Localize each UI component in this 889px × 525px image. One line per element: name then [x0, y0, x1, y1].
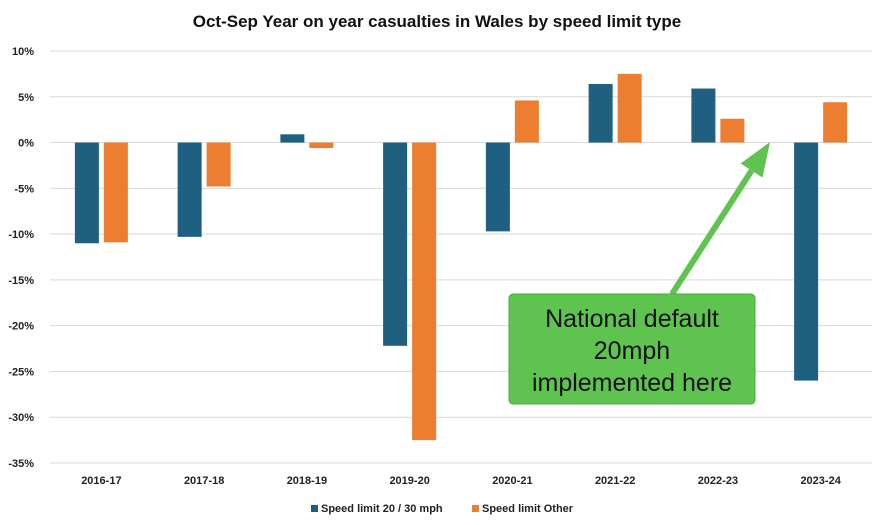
- y-axis-ticks: 10% 5% 0% -5% -10% -15% -20% -25% -30% -35%: [8, 46, 34, 470]
- x-tick-label: 2019-20: [389, 475, 429, 487]
- bar-speed-20-30-2017-18: [177, 142, 202, 237]
- x-tick-label: 2016-17: [81, 475, 121, 487]
- x-tick-label: 2023-24: [800, 475, 841, 487]
- bar-speed-other-2020-21: [514, 100, 539, 143]
- x-axis-ticks: 2016-17 2017-18 2018-19 2019-20 2020-21 2021-…: [81, 475, 842, 487]
- bar-speed-20-30-2018-19: [280, 134, 305, 143]
- y-tick-label: 0%: [18, 138, 34, 150]
- y-tick-label: 10%: [12, 46, 34, 58]
- annotation-callout: National default 20mph implemented here: [508, 142, 770, 405]
- bar-speed-other-2018-19: [309, 142, 334, 149]
- annotation-box: [508, 293, 756, 405]
- x-tick-label: 2022-23: [698, 475, 738, 487]
- y-tick-label: 5%: [18, 92, 34, 104]
- annotation-arrow-shaft: [669, 168, 755, 296]
- legend-swatch: [311, 505, 318, 512]
- legend-swatch: [472, 505, 479, 512]
- bar-speed-other-2016-17: [103, 142, 128, 243]
- legend: Speed limit 20 / 30 mph Speed limit Other: [311, 503, 574, 515]
- y-tick-label: -15%: [8, 275, 34, 287]
- bar-speed-20-30-2021-22: [588, 83, 613, 143]
- chart-title: Oct-Sep Year on year casualties in Wales…: [193, 12, 681, 31]
- legend-label: Speed limit 20 / 30 mph: [321, 503, 443, 515]
- x-tick-label: 2017-18: [184, 475, 224, 487]
- annotation-text-line: implemented here: [532, 369, 732, 397]
- bar-speed-other-2017-18: [206, 142, 231, 187]
- x-tick-label: 2021-22: [595, 475, 635, 487]
- bar-speed-20-30-2023-24: [794, 142, 819, 381]
- y-tick-label: -20%: [8, 321, 34, 333]
- bar-speed-20-30-2020-21: [485, 142, 510, 232]
- y-tick-label: -5%: [14, 183, 34, 195]
- y-tick-label: -25%: [8, 366, 34, 378]
- annotation-text-line: National default: [545, 305, 719, 333]
- bar-speed-other-2021-22: [617, 73, 642, 143]
- y-tick-label: -35%: [8, 458, 34, 470]
- x-tick-label: 2018-19: [287, 475, 327, 487]
- bar-speed-other-2023-24: [823, 102, 848, 143]
- bars: [74, 73, 848, 441]
- bar-speed-20-30-2019-20: [383, 142, 408, 346]
- legend-label: Speed limit Other: [482, 503, 574, 515]
- bar-speed-20-30-2016-17: [74, 142, 99, 244]
- x-tick-label: 2020-21: [492, 475, 532, 487]
- y-tick-label: -10%: [8, 229, 34, 241]
- annotation-arrow-head: [740, 142, 770, 178]
- y-tick-label: -30%: [8, 412, 34, 424]
- bar-speed-other-2022-23: [720, 118, 745, 143]
- bar-speed-20-30-2022-23: [691, 88, 716, 143]
- annotation-text-line: 20mph: [594, 337, 670, 365]
- bar-speed-other-2019-20: [412, 142, 437, 441]
